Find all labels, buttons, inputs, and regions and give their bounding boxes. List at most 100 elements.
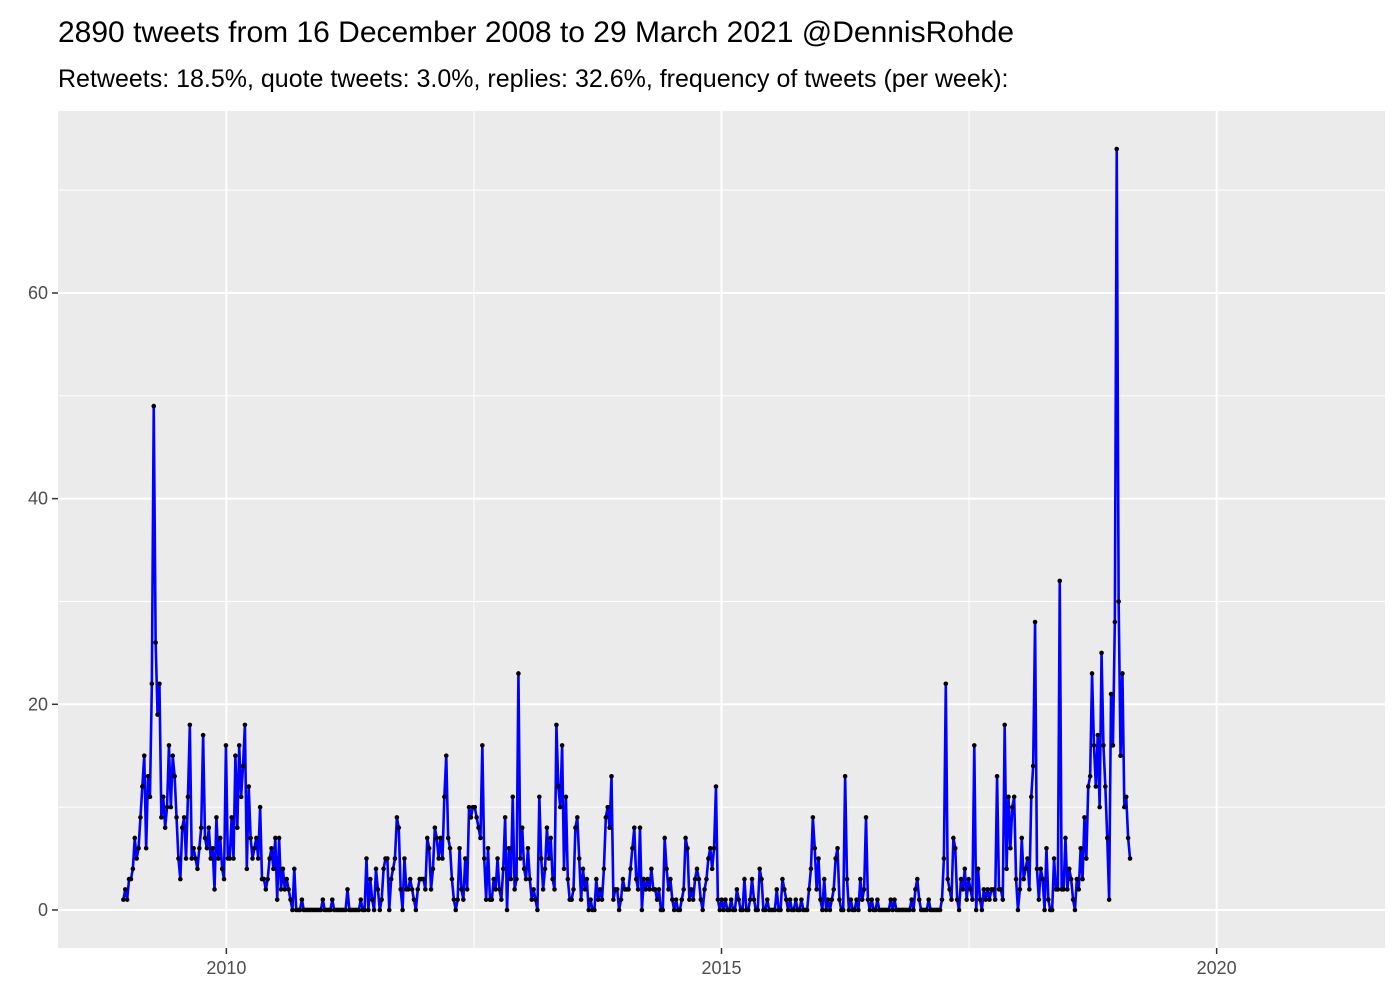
data-point [992, 897, 998, 902]
data-point [476, 825, 481, 830]
data-point [459, 887, 464, 892]
data-point [320, 897, 326, 902]
data-point [263, 887, 269, 892]
data-point [994, 773, 1000, 779]
data-point [865, 897, 871, 902]
data-point [179, 825, 185, 830]
data-point [975, 866, 981, 872]
data-point [692, 876, 698, 882]
data-point [540, 887, 546, 892]
data-point [764, 897, 770, 902]
data-point [706, 856, 711, 861]
data-point [1006, 794, 1011, 800]
data-point [679, 897, 685, 902]
data-point [130, 866, 136, 872]
data-point [592, 907, 597, 913]
data-point [373, 866, 379, 872]
data-point [356, 907, 362, 913]
data-point [723, 897, 728, 902]
data-point [400, 907, 405, 913]
data-point [630, 845, 635, 851]
data-point [149, 681, 155, 687]
data-point [1063, 835, 1068, 841]
data-point [210, 845, 215, 851]
data-point [1023, 866, 1028, 872]
data-point [424, 835, 430, 841]
data-point [398, 887, 403, 892]
data-point [1120, 671, 1125, 676]
x-tick-label: 2020 [1197, 958, 1237, 978]
data-point [193, 856, 198, 861]
data-point [1049, 907, 1055, 913]
data-point [941, 856, 947, 861]
data-point [797, 907, 802, 913]
data-point [825, 897, 831, 902]
data-point [956, 907, 962, 913]
data-point [550, 876, 555, 882]
data-point [873, 907, 878, 913]
data-point [214, 815, 219, 820]
data-point [527, 876, 533, 882]
data-point [628, 866, 633, 872]
data-point [508, 876, 514, 882]
data-point [481, 856, 487, 861]
data-point [668, 876, 673, 882]
data-point [669, 897, 675, 902]
data-point [886, 907, 892, 913]
data-point [1028, 794, 1034, 800]
data-point [1008, 845, 1013, 851]
data-point [1110, 743, 1116, 748]
data-point [531, 887, 536, 892]
data-point [217, 835, 223, 841]
data-point [556, 784, 561, 789]
data-point [643, 887, 648, 892]
data-point [1085, 784, 1091, 789]
data-point [1068, 876, 1074, 882]
data-point [1108, 691, 1114, 697]
data-point [445, 835, 451, 841]
y-tick-label: 40 [28, 489, 48, 509]
data-point [1070, 897, 1076, 902]
data-point [1076, 887, 1082, 892]
data-point [827, 907, 833, 913]
data-point [466, 804, 472, 810]
data-point [280, 866, 286, 872]
data-point [575, 815, 580, 820]
data-point [461, 897, 466, 902]
data-point [265, 876, 271, 882]
data-point [284, 876, 290, 882]
data-point [652, 887, 658, 892]
data-point [388, 876, 394, 882]
data-point [626, 887, 631, 892]
data-point [742, 876, 747, 882]
data-point [176, 856, 181, 861]
data-point [1066, 866, 1072, 872]
data-point [1080, 876, 1085, 882]
data-point [504, 907, 510, 913]
data-point [1000, 897, 1006, 902]
data-point [542, 866, 548, 872]
data-point [407, 876, 413, 882]
data-point [837, 897, 842, 902]
y-tick-label: 0 [38, 900, 48, 920]
data-point [402, 856, 407, 861]
data-point [390, 866, 396, 872]
data-point [690, 897, 696, 902]
data-point [343, 907, 348, 913]
data-point [478, 835, 483, 841]
data-point [561, 866, 567, 872]
data-point [951, 835, 956, 841]
data-point [168, 804, 174, 810]
data-point [791, 907, 797, 913]
data-point [609, 773, 614, 779]
data-point [1104, 835, 1110, 841]
axis-ticks [52, 292, 1218, 954]
data-point [569, 897, 574, 902]
data-point [1044, 845, 1049, 851]
data-point [816, 856, 821, 861]
data-point [544, 825, 550, 830]
data-point [970, 897, 975, 902]
data-point [840, 907, 846, 913]
data-point [138, 815, 143, 820]
data-point [751, 897, 757, 902]
